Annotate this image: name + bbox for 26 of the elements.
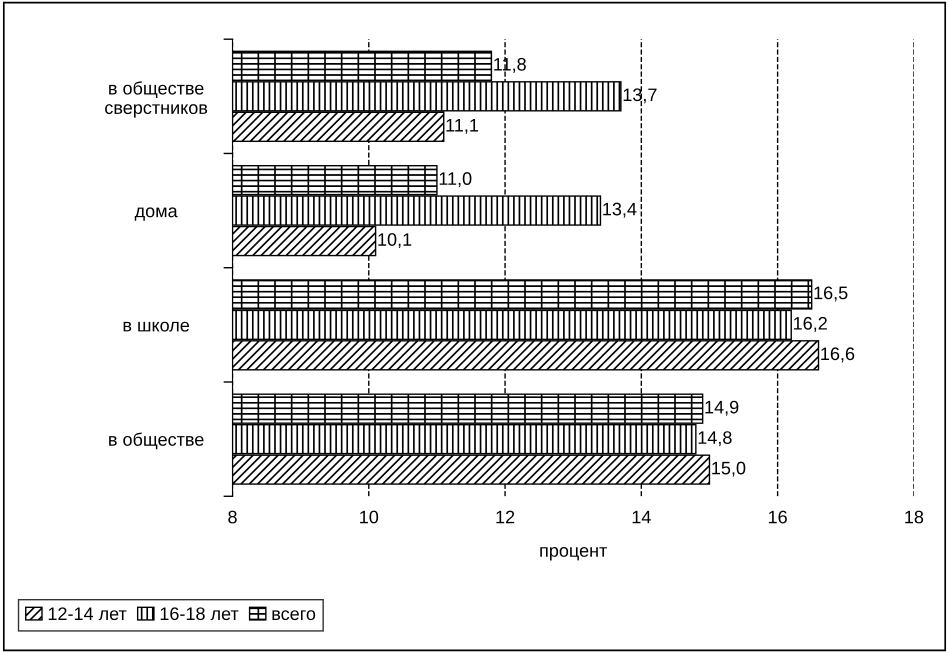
x-axis-title: процент	[540, 547, 608, 560]
data-label: 16,6	[821, 347, 854, 362]
x-tick-label: 14	[632, 510, 651, 524]
data-label: 11,8	[494, 58, 526, 73]
data-label: 14,9	[705, 400, 738, 416]
legend-label: всего	[272, 610, 316, 620]
data-label: 14,8	[698, 431, 732, 446]
data-label: 11,0	[440, 172, 472, 188]
y-tick-label: в обществе	[109, 432, 204, 450]
data-label: 13,4	[603, 202, 636, 218]
x-tick-label: 16	[768, 510, 787, 524]
legend-label: 12-14 лет	[48, 607, 127, 620]
data-label: 10,1	[378, 233, 412, 248]
legend-label: 16-18 лет	[160, 607, 238, 620]
x-tick-label: 18	[905, 510, 924, 524]
data-label: 16,5	[814, 286, 848, 302]
data-label: 11,1	[446, 119, 478, 134]
x-tick-label: 8	[228, 510, 237, 524]
y-tick-label: дома	[134, 207, 178, 221]
data-label: 16,2	[794, 316, 827, 332]
x-tick-label: 12	[496, 510, 514, 524]
data-label: 13,7	[624, 88, 657, 104]
x-tick-label: 10	[360, 510, 378, 524]
data-label: 15,0	[712, 462, 746, 477]
y-tick-label: в обществе сверстников	[105, 81, 208, 118]
y-tick-label: в школе	[124, 322, 190, 332]
